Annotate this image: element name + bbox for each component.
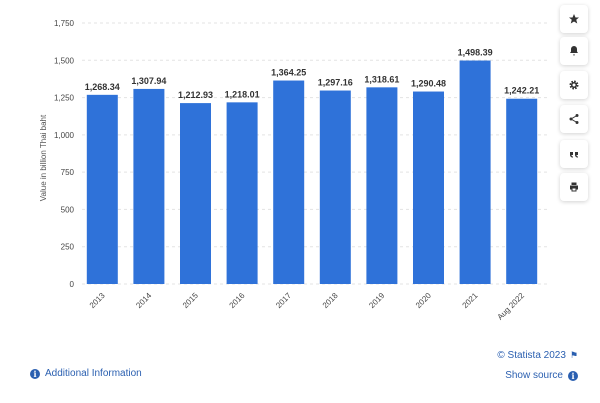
- bar-value-label: 1,498.39: [458, 48, 493, 58]
- x-tick-label: Aug 2022: [496, 291, 527, 322]
- bar-value-label: 1,218.01: [225, 89, 260, 99]
- additional-information-label: Additional Information: [45, 368, 142, 379]
- share-icon: [569, 114, 579, 124]
- bar-value-label: 1,307.94: [131, 76, 166, 86]
- printer-icon: [570, 182, 578, 192]
- flag-icon: ⚑: [569, 350, 578, 360]
- show-source-link[interactable]: Show source i: [505, 370, 578, 381]
- y-tick-label: 1,000: [54, 131, 75, 140]
- x-tick-label: 2018: [321, 291, 340, 310]
- bar-value-label: 1,242.21: [504, 86, 539, 96]
- bar-value-label: 1,290.48: [411, 79, 446, 89]
- bar-aug-2022[interactable]: [506, 98, 538, 285]
- y-tick-label: 750: [61, 168, 75, 177]
- info-icon: i: [30, 368, 40, 379]
- bar-2014[interactable]: [133, 88, 165, 285]
- bar-2016[interactable]: [226, 102, 258, 285]
- x-tick-label: 2021: [461, 291, 480, 310]
- bar-2019[interactable]: [366, 87, 398, 284]
- bell-icon: [570, 46, 578, 56]
- bar-value-label: 1,297.16: [318, 78, 353, 88]
- bar-2021[interactable]: [459, 60, 491, 284]
- bar-2013[interactable]: [86, 94, 118, 284]
- gear-icon: [569, 80, 579, 90]
- quote-icon: [570, 152, 578, 158]
- bar-chart: 0 250 500 750 1,000 1,250 1,500 1,750 1,268.34 1…: [39, 19, 548, 322]
- y-tick-label: 1,500: [54, 56, 75, 65]
- y-axis-title: Value in billion Thai baht: [39, 114, 48, 201]
- statista-copyright: © Statista 2023 ⚑: [497, 350, 578, 361]
- star-icon: [569, 14, 579, 24]
- x-tick-label: 2013: [88, 291, 107, 310]
- bar-value-label: 1,268.34: [85, 82, 120, 92]
- x-tick-label: 2016: [228, 291, 247, 310]
- favorite-button[interactable]: [560, 5, 588, 33]
- x-tick-label: 2020: [414, 291, 433, 310]
- bar-2020[interactable]: [413, 91, 444, 285]
- y-tick-label: 250: [61, 243, 75, 252]
- copyright-label: © Statista 2023: [497, 350, 566, 361]
- bar-value-label: 1,212.93: [178, 90, 213, 100]
- x-tick-label: 2019: [367, 291, 386, 310]
- share-button[interactable]: [560, 105, 588, 133]
- x-tick-label: 2014: [134, 291, 153, 310]
- y-tick-label: 1,250: [54, 94, 75, 103]
- x-tick-label: 2015: [181, 291, 200, 310]
- show-source-label: Show source: [505, 370, 563, 381]
- settings-button[interactable]: [560, 71, 588, 99]
- bar-2017[interactable]: [273, 80, 305, 284]
- y-tick-label: 1,750: [54, 19, 75, 28]
- x-tick-label: 2017: [274, 291, 293, 310]
- cite-button[interactable]: [560, 140, 588, 168]
- info-icon: i: [568, 370, 578, 381]
- bar-value-label: 1,364.25: [271, 68, 306, 78]
- bar-2015[interactable]: [180, 103, 211, 284]
- bar-2018[interactable]: [319, 90, 351, 285]
- y-tick-label: 0: [70, 280, 75, 289]
- print-button[interactable]: [560, 173, 588, 201]
- additional-information-link[interactable]: i Additional Information: [30, 368, 142, 379]
- notification-button[interactable]: [560, 37, 588, 65]
- y-tick-label: 500: [61, 205, 75, 214]
- bar-value-label: 1,318.61: [364, 74, 399, 84]
